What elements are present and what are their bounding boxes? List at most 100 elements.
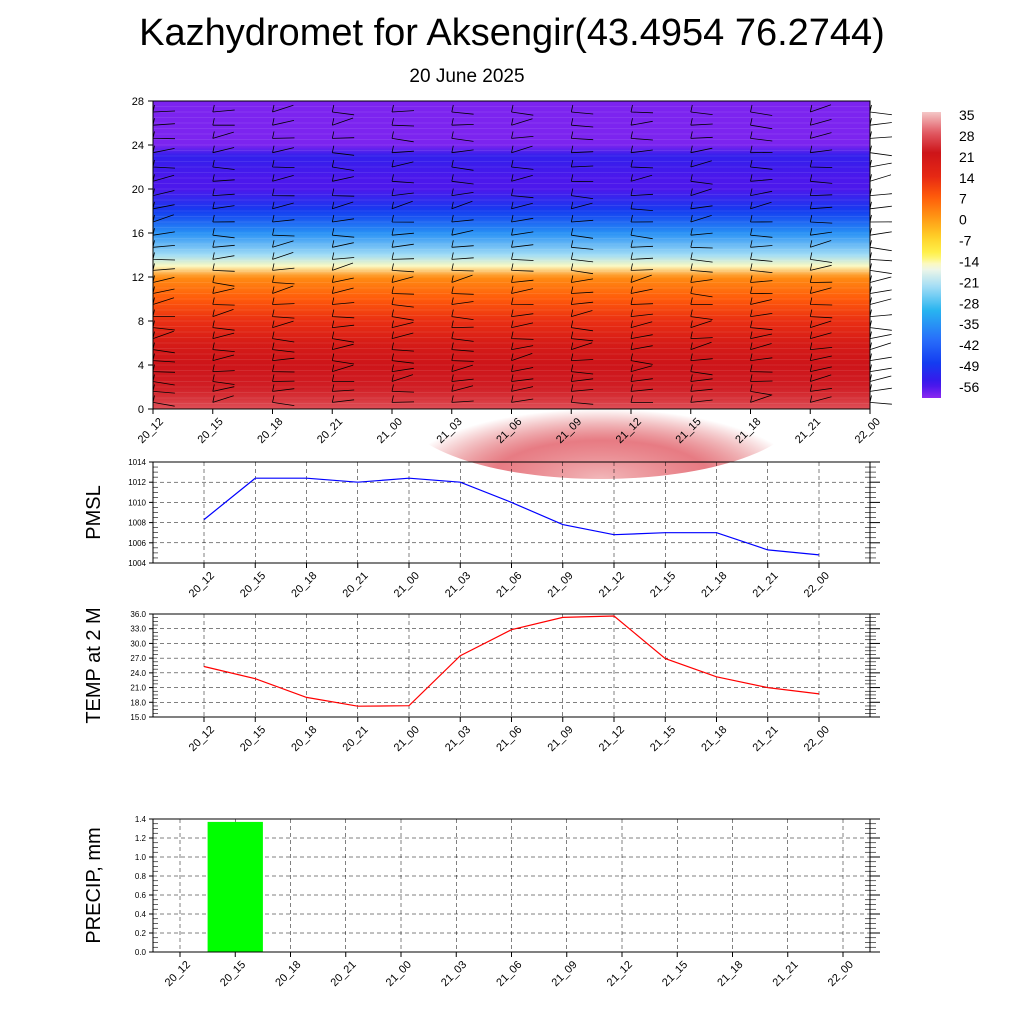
y-tick-label: 1014 <box>128 458 146 467</box>
wind-barb <box>391 320 414 328</box>
wind-barb <box>451 174 474 185</box>
wind-barb <box>391 384 415 393</box>
wind-barb <box>630 297 654 305</box>
wind-barb <box>391 228 414 236</box>
wind-barb <box>511 159 534 170</box>
y-tick-label: 36.0 <box>130 610 146 619</box>
wind-barb <box>331 320 355 328</box>
colorbar-label: 14 <box>959 170 975 186</box>
wind-barb <box>451 263 474 272</box>
wind-barb <box>272 214 295 223</box>
wind-barb <box>212 263 235 272</box>
wind-barb <box>511 240 534 248</box>
wind-barb <box>690 118 713 126</box>
wind-barb <box>869 275 892 283</box>
wind-barb <box>570 275 594 283</box>
wind-barb <box>511 118 533 126</box>
wind-barb <box>809 214 833 224</box>
wind-barb <box>750 384 773 396</box>
x-tick-label: 22_00 <box>853 416 883 446</box>
wind-barb <box>750 104 773 116</box>
wind-barb <box>272 342 295 353</box>
wind-barb <box>272 364 295 373</box>
wind-barb <box>272 320 294 328</box>
colorbar-label: -42 <box>959 337 979 353</box>
wind-barb <box>690 252 713 263</box>
wind-barb <box>869 309 892 317</box>
wind-barb <box>451 214 474 223</box>
wind-barb <box>809 320 832 328</box>
wind-barb <box>630 201 653 211</box>
wind-barb <box>750 174 773 182</box>
wind-barb <box>809 395 832 403</box>
y-tick-label: 15.0 <box>130 713 146 722</box>
y-tick-label: 0.8 <box>135 872 147 881</box>
y-tick-label: 24.0 <box>130 669 146 678</box>
wind-barb <box>272 188 295 197</box>
x-tick-label: 21_12 <box>597 724 627 754</box>
x-tick-label: 22_00 <box>802 724 832 754</box>
y-tick-label: 0 <box>138 404 144 416</box>
wind-barb <box>511 374 534 382</box>
wind-barb <box>750 374 773 382</box>
wind-barb <box>750 263 773 273</box>
wind-barb <box>750 188 773 196</box>
wind-barb <box>511 331 534 340</box>
wind-barb <box>869 252 893 262</box>
wind-barb <box>630 174 653 182</box>
wind-barb <box>809 131 832 139</box>
wind-barb <box>331 104 355 116</box>
colorbar-label: 28 <box>959 128 975 144</box>
wind-barb <box>511 395 534 403</box>
wind-barb <box>451 274 473 283</box>
wind-barb <box>331 117 354 126</box>
wind-barb <box>331 214 355 223</box>
wind-barb <box>212 286 235 294</box>
wind-barb <box>511 364 534 372</box>
wind-barb <box>331 262 354 271</box>
y-tick-label: 1012 <box>128 478 146 487</box>
wind-barb <box>570 342 593 350</box>
x-tick-label: 20_21 <box>341 724 371 754</box>
wind-barb <box>272 145 294 154</box>
wind-barb <box>570 240 594 250</box>
x-tick-label: 20_12 <box>136 416 166 446</box>
y-tick-label: 1.4 <box>135 815 147 824</box>
wind-barb <box>630 384 653 392</box>
wind-barb <box>212 188 235 196</box>
wind-barb <box>331 201 354 210</box>
x-tick-label: 21_00 <box>375 416 405 446</box>
wind-barb <box>869 374 892 382</box>
wind-barb <box>331 240 354 248</box>
wind-barb <box>809 297 833 306</box>
wind-barb <box>331 275 354 283</box>
wind-barb <box>690 201 713 210</box>
wind-barb <box>331 309 355 319</box>
wind-barb <box>570 201 593 210</box>
wind-barb <box>869 131 893 139</box>
wind-barb <box>869 353 892 361</box>
wind-barb <box>570 320 594 332</box>
wind-barb <box>809 240 832 248</box>
wind-barb <box>690 309 713 320</box>
wind-barb <box>630 364 653 372</box>
colorbar-label: -49 <box>959 358 979 374</box>
wind-barb <box>272 131 295 139</box>
wind-barb <box>869 118 892 126</box>
wind-barb <box>750 131 773 142</box>
wind-barb <box>391 145 414 154</box>
wind-barb <box>511 174 533 182</box>
wind-barb <box>511 353 533 361</box>
x-tick-label: 21_06 <box>494 724 524 754</box>
pmsl-line <box>203 477 820 556</box>
wind-barb <box>272 395 295 406</box>
wind-barb <box>331 159 355 171</box>
wind-barb <box>570 374 594 382</box>
wind-barb <box>570 174 594 182</box>
y-tick-label: 24 <box>132 140 144 152</box>
x-tick-label: 20_18 <box>289 724 319 754</box>
wind-barb <box>451 309 474 320</box>
wind-barb <box>630 214 654 223</box>
wind-barb <box>809 374 832 382</box>
